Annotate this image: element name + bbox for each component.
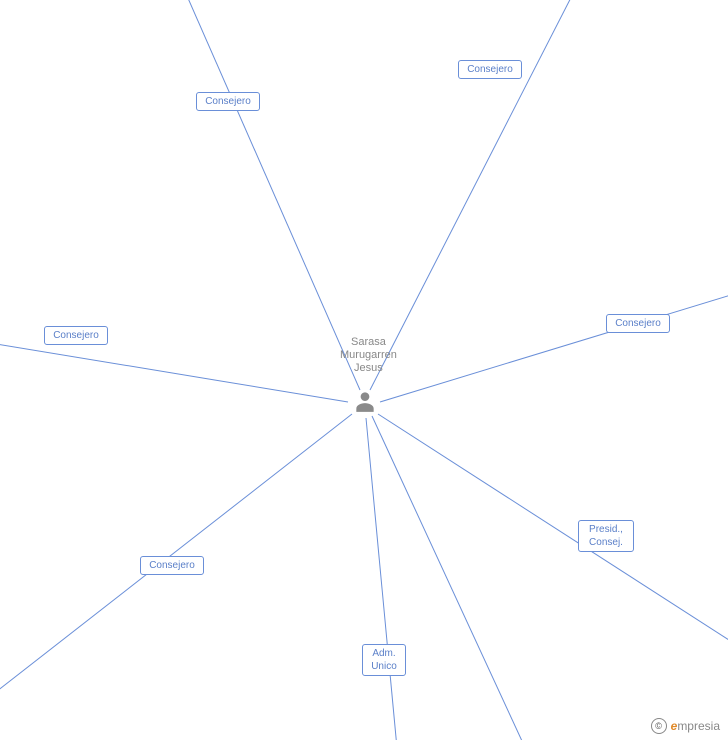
role-node-n5[interactable]: Presid.,Consej. [578,520,634,552]
brand-label: empresia [671,719,720,733]
center-person-label: Sarasa Murugarren Jesus [340,336,397,376]
brand-rest: mpresia [677,719,720,733]
copyright-icon: © [651,718,667,734]
role-node-n1[interactable]: Consejero [196,92,260,111]
center-label-line2: Jesus [354,362,383,374]
role-node-n2[interactable]: Consejero [458,60,522,79]
footer-credit: © empresia [651,718,720,734]
role-node-n7[interactable]: Adm.Unico [362,644,406,676]
person-icon [352,388,378,419]
role-node-n4[interactable]: Consejero [44,326,108,345]
role-node-n3[interactable]: Consejero [606,314,670,333]
center-label-line1: Murugarren [340,349,397,361]
network-canvas: Sarasa Murugarren Jesus © empresia Conse… [0,0,728,740]
center-label-line0: Sarasa [351,336,386,348]
role-node-n6[interactable]: Consejero [140,556,204,575]
